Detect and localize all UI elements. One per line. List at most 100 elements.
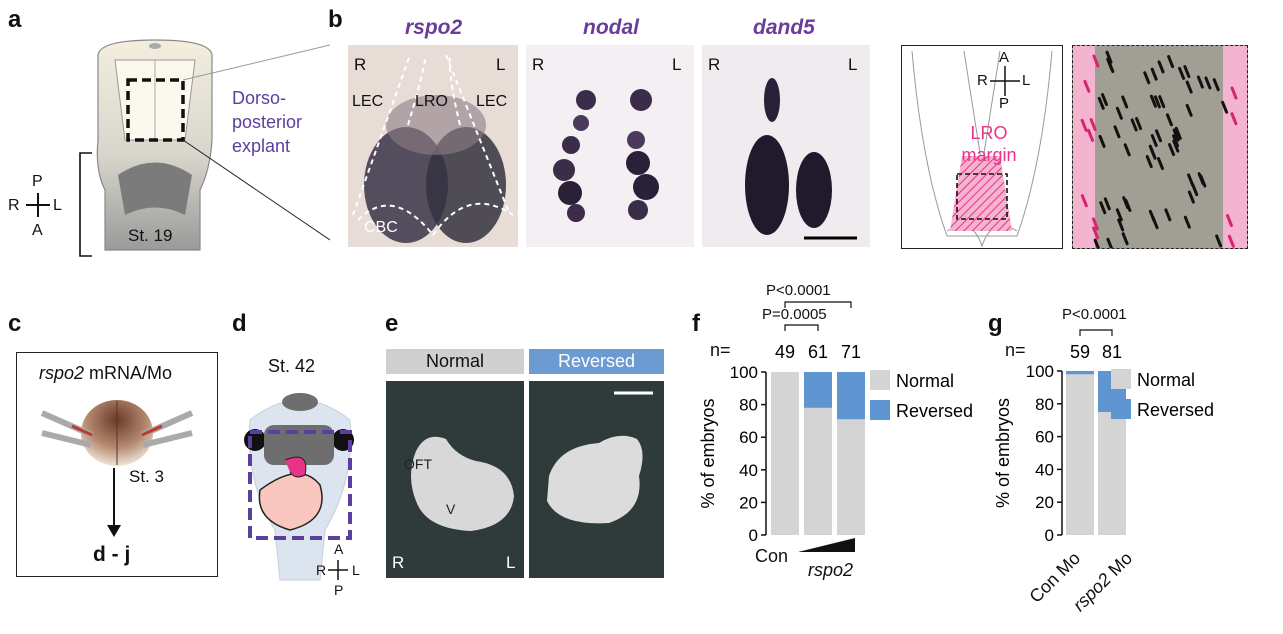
heart-normal: OFT V R L bbox=[386, 381, 524, 578]
y-tick-label: 40 bbox=[1035, 460, 1054, 479]
y-tick-label: 0 bbox=[749, 526, 758, 545]
y-tick-label: 80 bbox=[1035, 395, 1054, 414]
cilium-mark bbox=[1168, 143, 1176, 157]
side-l-dand5: L bbox=[848, 55, 858, 74]
legend-swatch bbox=[870, 370, 890, 390]
panel-a-letter: a bbox=[8, 6, 22, 33]
cilium-mark bbox=[1153, 95, 1161, 109]
cilium-mark bbox=[1087, 128, 1095, 142]
legend-label: Normal bbox=[896, 371, 954, 391]
y-tick-label: 20 bbox=[1035, 493, 1054, 512]
injection-gene: rspo2 bbox=[39, 363, 85, 383]
region-lec-right: LEC bbox=[476, 93, 508, 110]
cilium-mark bbox=[1113, 125, 1121, 139]
cilium-mark bbox=[1135, 117, 1143, 131]
cilium-mark bbox=[1089, 118, 1097, 132]
cilium-mark bbox=[1080, 194, 1088, 208]
n-prefix-f: n= bbox=[710, 340, 731, 360]
axis-p-a: P bbox=[32, 173, 43, 190]
cilia-zoom bbox=[1072, 45, 1248, 249]
cilium-mark bbox=[1185, 103, 1193, 117]
cilium-mark bbox=[1149, 94, 1157, 108]
injection-stage: St. 3 bbox=[129, 467, 164, 486]
y-tick-label: 100 bbox=[730, 363, 758, 382]
cilium-mark bbox=[1174, 126, 1182, 140]
lro-margin-label: LRO margin bbox=[959, 122, 1019, 166]
cilium-mark bbox=[1155, 129, 1163, 143]
cilium-mark bbox=[1130, 118, 1138, 132]
injection-result: d - j bbox=[93, 543, 131, 566]
stage-label-d: St. 42 bbox=[268, 356, 316, 376]
schem-axis-r: R bbox=[977, 72, 988, 89]
y-tick-label: 20 bbox=[739, 493, 758, 512]
cilium-mark bbox=[1158, 95, 1166, 109]
cilium-mark bbox=[1145, 155, 1153, 169]
cilium-mark bbox=[1196, 75, 1204, 89]
gene-title-dand5: dand5 bbox=[753, 16, 815, 39]
cilium-mark bbox=[1092, 226, 1100, 240]
cilium-mark bbox=[1215, 234, 1223, 248]
panel-c-letter: c bbox=[8, 310, 22, 337]
cilium-mark bbox=[1091, 217, 1099, 231]
side-r-rspo2: R bbox=[354, 55, 367, 74]
dose-wedge bbox=[798, 538, 855, 552]
cilium-mark bbox=[1106, 237, 1114, 248]
significance-bracket bbox=[784, 301, 852, 308]
cilia-drawing bbox=[1073, 46, 1247, 248]
injection-label: rspo2 mRNA/Mo bbox=[39, 363, 172, 384]
bar-normal bbox=[771, 372, 799, 535]
side-l-rspo2: L bbox=[496, 55, 506, 74]
cilium-mark bbox=[1117, 218, 1125, 232]
cilium-mark bbox=[1083, 79, 1091, 93]
cilium-mark bbox=[1123, 143, 1131, 157]
chart-g: 0 20 40 60 80 100 % of embryos 59 81 Normal Revers… bbox=[993, 329, 1214, 545]
oft-label: OFT bbox=[404, 456, 432, 472]
panel-g-letter: g bbox=[988, 310, 1003, 337]
cilium-mark bbox=[1092, 54, 1100, 68]
cilium-mark bbox=[1150, 67, 1158, 81]
xlabel-f-con: Con bbox=[755, 546, 789, 566]
cilium-mark bbox=[1150, 133, 1158, 147]
pvalue-g-1: P<0.0001 bbox=[1062, 306, 1127, 323]
explant-label: Dorso- posterior explant bbox=[232, 86, 302, 158]
reversed-header: Reversed bbox=[529, 349, 664, 374]
normal-header: Normal bbox=[386, 349, 524, 374]
legend-label: Reversed bbox=[896, 401, 973, 421]
region-lec-left: LEC bbox=[352, 93, 384, 110]
bar-normal bbox=[837, 419, 865, 535]
n-count: 49 bbox=[775, 342, 795, 362]
explant-label-line3: explant bbox=[232, 136, 291, 156]
v-label: V bbox=[446, 501, 456, 517]
heart-reversed bbox=[529, 381, 664, 578]
micrograph-dand5: R L bbox=[702, 45, 870, 247]
cilium-mark bbox=[1122, 196, 1130, 210]
y-tick-label: 60 bbox=[1035, 428, 1054, 447]
lro-schematic: A P R L LRO margin bbox=[901, 45, 1063, 249]
n-prefix-g: n= bbox=[1005, 340, 1026, 360]
cilium-mark bbox=[1093, 238, 1100, 248]
bar-normal bbox=[804, 407, 832, 535]
tadpole-schematic bbox=[244, 393, 354, 581]
cilium-mark bbox=[1105, 50, 1113, 64]
cilium-mark bbox=[1157, 60, 1165, 74]
cilium-mark bbox=[1187, 190, 1195, 204]
cilium-mark bbox=[1143, 71, 1151, 85]
axis-p-d: P bbox=[334, 582, 344, 598]
cilium-mark bbox=[1230, 112, 1238, 126]
cilium-mark bbox=[1204, 76, 1212, 90]
schem-axis-l: L bbox=[1022, 72, 1031, 89]
cilium-mark bbox=[1230, 86, 1238, 100]
legend-swatch bbox=[870, 400, 890, 420]
y-tick-label: 80 bbox=[739, 396, 758, 415]
gene-title-nodal: nodal bbox=[583, 16, 639, 39]
panel-e-letter: e bbox=[385, 310, 399, 337]
axis-a-d: A bbox=[334, 541, 344, 557]
schem-axis-a: A bbox=[999, 49, 1010, 66]
cilium-mark bbox=[1115, 208, 1123, 222]
cilium-mark bbox=[1183, 65, 1191, 79]
bar-normal bbox=[1066, 374, 1094, 535]
legend-swatch bbox=[1111, 399, 1131, 419]
cilium-mark bbox=[1156, 157, 1164, 171]
cilium-mark bbox=[1165, 113, 1173, 127]
region-cbc: CBC bbox=[364, 219, 398, 236]
